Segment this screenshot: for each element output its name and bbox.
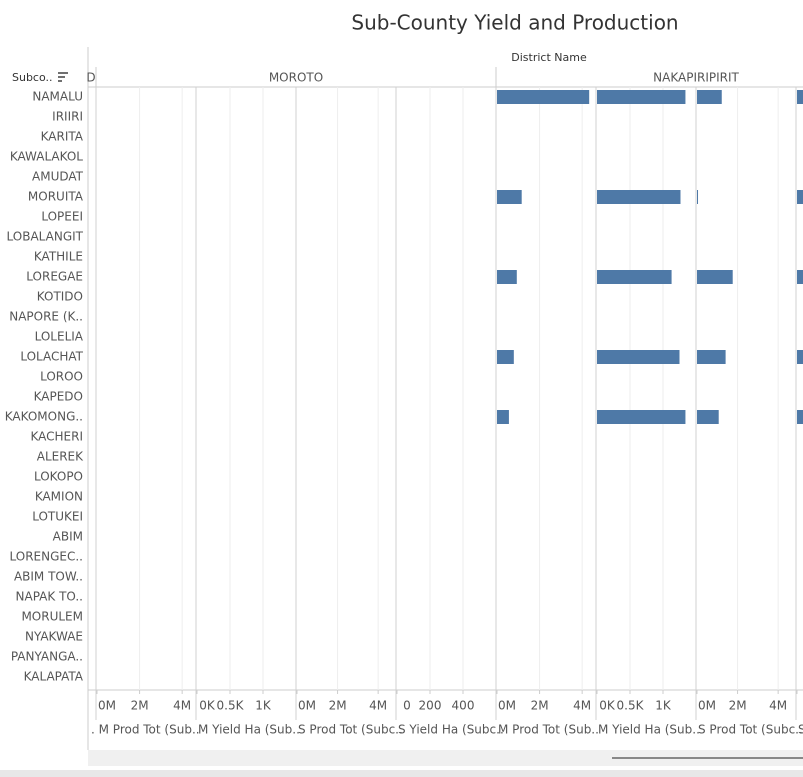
bar bbox=[497, 190, 522, 204]
row-label: LOKOPO bbox=[34, 470, 83, 484]
axis-title: M Yield Ha (Sub.. bbox=[598, 723, 700, 737]
bar bbox=[497, 90, 590, 104]
bar bbox=[597, 90, 686, 104]
row-label: KOTIDO bbox=[37, 290, 83, 304]
bar bbox=[597, 270, 672, 284]
row-label: NAPAK TO.. bbox=[16, 590, 83, 604]
x-tick-label: 200 bbox=[419, 699, 442, 713]
axis-title: S bbox=[798, 723, 803, 737]
bar bbox=[597, 410, 686, 424]
x-tick-label: 400 bbox=[452, 699, 475, 713]
bar bbox=[797, 90, 803, 104]
row-label: KATHILE bbox=[34, 250, 83, 264]
bar bbox=[497, 350, 514, 364]
district-header: D bbox=[86, 71, 95, 85]
row-header[interactable]: Subco.. bbox=[12, 71, 53, 84]
x-tick-label: 4M bbox=[573, 699, 591, 713]
row-label: KARITA bbox=[41, 130, 84, 144]
x-tick-label: 0M bbox=[298, 699, 316, 713]
row-label: LOTUKEI bbox=[32, 510, 83, 524]
bar bbox=[797, 190, 803, 204]
row-label: LOBALANGIT bbox=[7, 230, 84, 244]
x-tick-label: 0M bbox=[698, 699, 716, 713]
x-tick-label: 0M bbox=[98, 699, 116, 713]
row-label: LORENGEC.. bbox=[10, 550, 84, 564]
x-tick-label: 0.5K bbox=[217, 699, 245, 713]
bar bbox=[797, 270, 803, 284]
bar bbox=[597, 190, 681, 204]
bar bbox=[797, 410, 803, 424]
x-tick-label: 2M bbox=[131, 699, 149, 713]
row-label: KACHERI bbox=[30, 430, 83, 444]
bar bbox=[597, 350, 680, 364]
row-label: LOROO bbox=[40, 370, 83, 384]
axis-title: M Yield Ha (Sub.. bbox=[198, 723, 300, 737]
row-label: NAMALU bbox=[32, 90, 83, 104]
row-label: ABIM bbox=[53, 530, 83, 544]
chart-title: Sub-County Yield and Production bbox=[351, 11, 678, 35]
row-label: PANYANGA.. bbox=[11, 650, 83, 664]
bar bbox=[497, 410, 509, 424]
sort-icon[interactable] bbox=[58, 72, 68, 82]
axis-title: M Prod Tot (Sub.. bbox=[498, 723, 599, 737]
row-label: LOLELIA bbox=[35, 330, 84, 344]
row-label: IRIIRI bbox=[52, 110, 83, 124]
axis-title: . M Prod Tot (Sub.. bbox=[91, 723, 200, 737]
x-tick-label: 4M bbox=[369, 699, 387, 713]
row-label: AMUDAT bbox=[32, 170, 84, 184]
bar bbox=[697, 350, 726, 364]
row-label: LOLACHAT bbox=[20, 350, 83, 364]
row-label: LOREGAE bbox=[26, 270, 83, 284]
footer-strip bbox=[0, 770, 803, 777]
column-header: District Name bbox=[511, 51, 587, 64]
x-tick-label: 2M bbox=[329, 699, 347, 713]
row-label: ALEREK bbox=[37, 450, 84, 464]
bar bbox=[697, 410, 719, 424]
row-label: KAMION bbox=[35, 490, 83, 504]
row-label: NYAKWAE bbox=[25, 630, 83, 644]
axis-title: S Yield Ha (Subc.. bbox=[398, 723, 504, 737]
x-tick-label: 2M bbox=[729, 699, 747, 713]
district-header: MOROTO bbox=[269, 71, 323, 85]
x-tick-label: 4M bbox=[173, 699, 191, 713]
bar bbox=[797, 350, 803, 364]
district-header: NAKAPIRIPIRIT bbox=[653, 71, 739, 85]
row-label: LOPEEI bbox=[41, 210, 83, 224]
x-tick-label: 0K bbox=[199, 699, 216, 713]
bar bbox=[497, 270, 517, 284]
x-tick-label: 0M bbox=[498, 699, 516, 713]
x-tick-label: 2M bbox=[531, 699, 549, 713]
row-label: MORUITA bbox=[28, 190, 84, 204]
bar bbox=[697, 90, 722, 104]
row-label: ABIM TOW.. bbox=[14, 570, 83, 584]
x-tick-label: 4M bbox=[769, 699, 787, 713]
x-tick-label: 0.5K bbox=[617, 699, 645, 713]
row-label: KAPEDO bbox=[34, 390, 83, 404]
x-tick-label: 0 bbox=[403, 699, 411, 713]
axis-title: S Prod Tot (Subc.. bbox=[698, 723, 803, 737]
bar bbox=[697, 190, 699, 204]
row-label: KAWALAKOL bbox=[10, 150, 83, 164]
x-tick-label: 1K bbox=[655, 699, 672, 713]
x-tick-label: 1K bbox=[255, 699, 272, 713]
scrollbar[interactable] bbox=[88, 750, 803, 766]
row-label: NAPORE (K.. bbox=[9, 310, 83, 324]
row-label: MORULEM bbox=[21, 610, 83, 624]
axis-title: S Prod Tot (Subc.. bbox=[298, 723, 403, 737]
x-tick-label: 0K bbox=[599, 699, 616, 713]
bar bbox=[697, 270, 733, 284]
row-label: KALAPATA bbox=[24, 670, 84, 684]
row-label: KAKOMONG.. bbox=[5, 410, 83, 424]
